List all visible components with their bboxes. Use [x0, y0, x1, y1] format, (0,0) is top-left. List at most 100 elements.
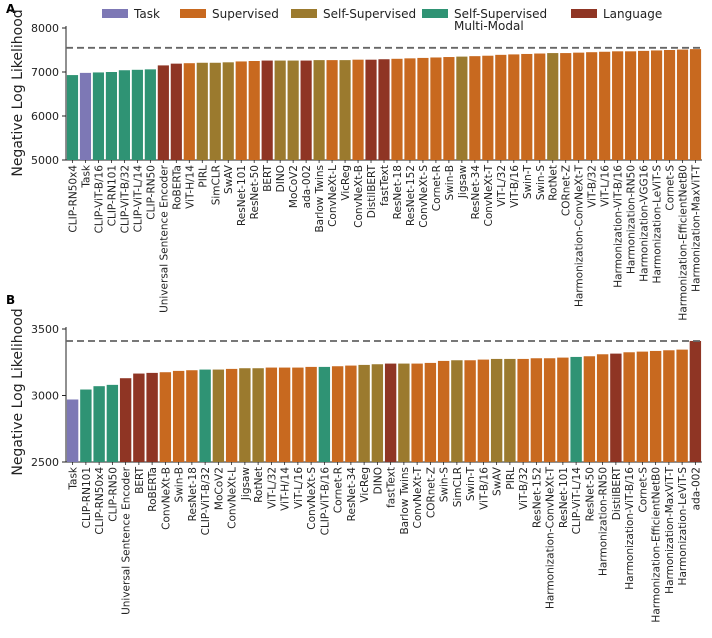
panel-b-bar-jigsaw [239, 368, 251, 462]
panel-b-bar-harmonization-vit-b-16 [623, 352, 635, 462]
panel-b-bar-convnext-l [225, 368, 238, 462]
panel-a-bar-harmonization-maxvit-t [689, 49, 702, 161]
legend-label-self-supervised: Self-Supervised [323, 7, 416, 21]
legend-label-task: Task [133, 7, 160, 21]
panel-a-bar-swin-s [534, 53, 546, 160]
panel-b-bar-convnext-s [305, 366, 317, 462]
panel-a-x-tick-label-convnext-t: ConvNeXt-T [483, 164, 495, 226]
panel-a-x-tick-label-resnet-101: ResNet-101 [236, 165, 248, 226]
panel-b-bar-bert [133, 373, 145, 462]
panel-a-bar-harmonization-efficientnetb0 [676, 49, 689, 161]
panel-a-x-tick-label-ada-002: ada-002 [301, 165, 313, 208]
panel-a-bar-jigsaw [456, 56, 468, 160]
panel-a-bar-mocov2 [287, 60, 299, 161]
panel-a-x-tick-label-vit-h-14: ViT-H/14 [184, 165, 196, 209]
panel-b-bar-roberta [146, 372, 158, 462]
panel-a-bar-ada-002 [300, 60, 312, 161]
legend: Task Supervised Self-Supervised Self-Superv… [102, 7, 662, 33]
panel-a-bar-harmonization-convnext-t [573, 52, 585, 160]
panel-a-y-tick-label: 7000 [31, 66, 59, 79]
panel-a-bar-universal-sentence-encoder [157, 65, 169, 160]
panel-a-x-tick-label-resnet-18: ResNet-18 [392, 165, 404, 219]
panel-b-bar-vit-b-16 [477, 359, 490, 462]
panel-b-x-tick-label-barlow-twins: Barlow Twins [399, 467, 411, 535]
panel-a-bar-distilbert [365, 59, 377, 160]
panel-a-x-tick-label-clip-vit-b-32: CLIP-ViT-B/32 [119, 165, 131, 233]
panel-a-bar-clip-vit-b-16 [92, 72, 105, 160]
panel-a-bar-fasttext [378, 59, 390, 160]
panel-b-x-tick-label-cornet-z: CORnet-Z [425, 467, 437, 518]
panel-b-x-tick-label-fasttext: fastText [386, 467, 398, 508]
panel-b-bar-vicreg [358, 364, 370, 462]
panel-a-bar-resnet-50 [248, 61, 260, 160]
panel-b-x-tick-label-resnet-18: ResNet-18 [187, 467, 199, 521]
panel-b-x-tick-label-ada-002: ada-002 [690, 467, 702, 510]
panel-a-bar-simclr [209, 62, 221, 161]
panel-a-bar-vit-l-16 [599, 51, 611, 161]
legend-swatch-self-supervised-multi-modal [422, 9, 448, 18]
panel-a-x-tick-label-harmonization-rn50: Harmonization-RN50 [626, 165, 638, 274]
panel-b-x-tick-label-convnext-l: ConvNeXt-L [227, 467, 239, 529]
panel-b-bar-resnet-152 [530, 358, 543, 462]
panel-a-x-tick-label-cornet-r: Cornet-R [431, 165, 443, 211]
panel-a-x-tick-label-convnext-s: ConvNeXt-S [418, 165, 430, 228]
panel-b-bar-task [66, 399, 79, 462]
panel-a-x-tick-label-convnext-b: ConvNeXt-B [353, 165, 365, 228]
panel-b-bar-resnet-34 [345, 365, 357, 462]
panel-a-x-tick-label-jigsaw: Jigsaw [457, 165, 469, 200]
panel-b-bar-fasttext [384, 363, 397, 462]
panel-b-x-tick-label-clip-rn50x4: CLIP-RN50x4 [94, 467, 106, 535]
panel-a-bar-vit-b-32 [586, 52, 598, 161]
panel-a-y-axis-label: Negative Log Likelihood [10, 9, 26, 176]
panel-a-bar-harmonization-rn50 [625, 51, 637, 160]
panel-b-bar-rotnet [252, 368, 264, 462]
panel-a-bar-vit-b-16 [508, 54, 520, 160]
panel-b-x-tick-label-dino: DINO [372, 467, 384, 494]
panel-b-x-tick-label-harmonization-vit-b-16: Harmonization-ViT-B/16 [624, 467, 636, 590]
panel-b-x-tick-label-swin-s: Swin-S [439, 467, 451, 503]
panel-a-bar-resnet-152 [404, 58, 416, 160]
panel-a-x-tick-label-resnet-34: ResNet-34 [470, 165, 482, 220]
panel-a-bar-convnext-s [417, 57, 429, 160]
panel-b-bar-universal-sentence-encoder [119, 378, 132, 462]
panel-a-x-tick-label-mocov2: MoCoV2 [288, 165, 300, 208]
panel-b-x-tick-label-clip-vit-b-32: CLIP-ViT-B/32 [200, 467, 212, 535]
panel-b-bar-resnet-18 [186, 370, 198, 462]
panel-a-x-tick-label-fasttext: fastText [379, 165, 391, 206]
panel-b-bar-clip-vit-b-32 [199, 369, 211, 462]
panel-b-x-tick-label-clip-vit-b-16: CLIP-ViT-B/16 [319, 467, 331, 536]
panel-b-bar-harmonization-maxvit-t [663, 350, 675, 462]
panel-b-x-tick-label-swin-t: Swin-T [465, 466, 477, 501]
panel-a-bar-convnext-l [326, 60, 338, 161]
panel-b-x-tick-label-distilbert: DistilBERT [611, 466, 623, 520]
panel-a-x-tick-label-resnet-50: ResNet-50 [249, 165, 261, 219]
panel-b-x-tick-label-mocov2: MoCoV2 [213, 467, 225, 510]
legend-label-self-supervised-multi-modal-line2: Multi-Modal [454, 19, 524, 33]
panel-b-x-tick-label-swav: SwAV [492, 466, 504, 496]
panel-b-x-tick-label-convnext-b: ConvNeXt-B [160, 467, 172, 530]
panel-b-x-tick-label-resnet-34: ResNet-34 [346, 467, 358, 522]
panel-b-x-tick-label-vicreg: VicReg [359, 467, 371, 503]
legend-swatch-supervised [180, 9, 206, 18]
panel-a-x-tick-label-task: Task [80, 164, 92, 189]
panel-a-bar-cornet-z [560, 53, 572, 160]
panel-a-x-tick-label-vit-l-32: ViT-L/32 [496, 165, 508, 207]
panel-a-x-tick-label-harmonization-convnext-t: Harmonization-ConvNeXt-T [574, 164, 586, 307]
legend-swatch-task [102, 9, 128, 18]
panel-a-y-tick-label: 5000 [31, 154, 59, 167]
panel-b-bar-clip-vit-b-16 [318, 366, 331, 462]
panel-b: B Negative Log Likelihood 2500 3000 3500 Ta… [6, 293, 702, 623]
panel-a-x-tick-label-roberta: RoBERTa [171, 165, 183, 210]
panel-a-bar-swav [222, 62, 234, 160]
panel-b-y-tick-label: 3000 [31, 390, 59, 403]
panel-b-bar-convnext-b [159, 372, 172, 462]
legend-swatch-self-supervised [291, 9, 317, 18]
panel-a-x-tick-label-harmonization-levit-s: Harmonization-LeViT-S [652, 165, 664, 284]
panel-a-bar-swin-b [443, 57, 455, 160]
panel-a-x-tick-label-simclr: SimCLR [210, 165, 222, 205]
panel-b-x-tick-label-simclr: SimCLR [452, 467, 464, 507]
panel-b-bar-vit-l-16 [292, 367, 304, 462]
panel-b-bar-dino [371, 364, 384, 462]
panel-b-x-tick-label-jigsaw: Jigsaw [240, 467, 252, 502]
panel-b-bar-resnet-50 [583, 356, 596, 462]
